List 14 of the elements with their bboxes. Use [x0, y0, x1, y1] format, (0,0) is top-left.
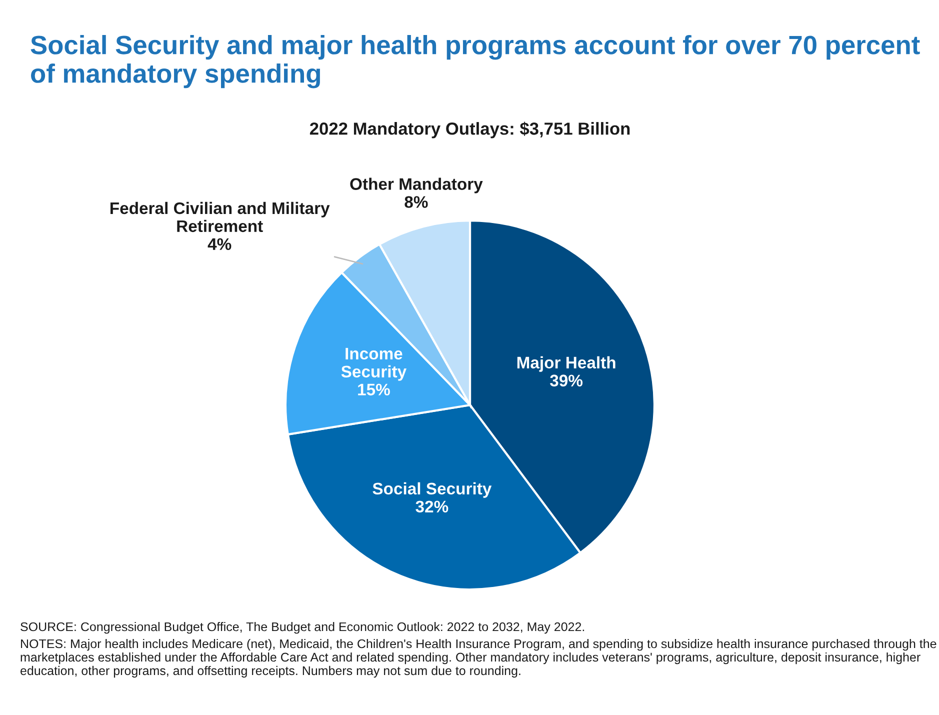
chart-subtitle: 2022 Mandatory Outlays: $3,751 Billion — [310, 122, 630, 138]
data-label: 4% — [208, 238, 232, 250]
data-label: 39% — [550, 374, 583, 387]
slice-label: Social Security — [372, 482, 492, 498]
slice-label: Federal Civilian and Military Retirement — [110, 202, 330, 232]
data-label: 32% — [416, 500, 448, 513]
slice-label: Income Security — [341, 348, 407, 381]
data-label: 15% — [358, 384, 390, 396]
source-note: SOURCE: Congressional Budget Office, The Budget and Economic Outlook: 2022 to 2032, May 2022. — [20, 622, 584, 634]
text: NOTES: Major health includes Medicare (net), Medicaid, the Children's Health Insurance Program, and spending to subsidize health insurance purchased through the marketplaces established under the Affordable Care Act and related spending. Other mandatory includes veterans' programs, agriculture, deposit insurance, higher education, other programs, and offsetting receipts. Numbers may not sum due to rounding. — [20, 639, 936, 678]
slice-label: Other Mandatory — [350, 178, 483, 194]
slice-label: Major Health — [517, 356, 616, 372]
chart-title: Social Security and major health programs account for over 70 percent of mandatory spending — [30, 35, 920, 88]
data-label: 8% — [404, 196, 428, 208]
